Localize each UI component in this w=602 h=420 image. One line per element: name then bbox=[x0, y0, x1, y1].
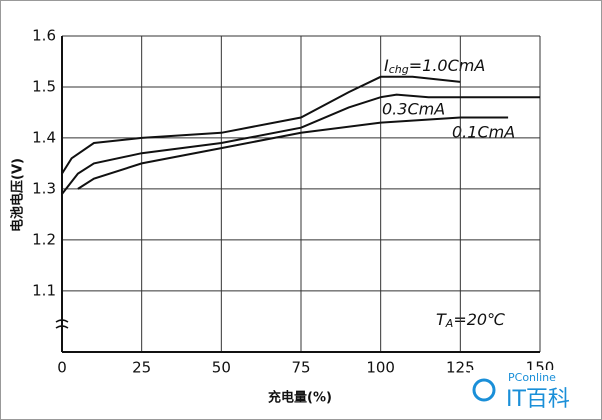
y-tick-label: 1.5 bbox=[32, 77, 56, 95]
annotation: 0.3CmA bbox=[382, 100, 445, 119]
y-tick-label: 1.1 bbox=[32, 281, 56, 299]
annotation: TA=20℃ bbox=[436, 310, 505, 331]
x-tick-label: 25 bbox=[132, 359, 151, 377]
y-tick-label: 1.6 bbox=[32, 27, 56, 45]
y-axis-label: 电池电压(V) bbox=[10, 158, 26, 232]
x-tick-label: 100 bbox=[366, 359, 395, 377]
y-tick-label: 1.3 bbox=[32, 179, 56, 197]
annotation-subscript: A bbox=[445, 317, 454, 330]
annotation: Ichg=1.0CmA bbox=[384, 56, 485, 77]
watermark-logo bbox=[472, 378, 496, 402]
x-tick-label: 50 bbox=[212, 359, 231, 377]
watermark-brand: PConline bbox=[508, 371, 556, 384]
y-tick-label: 1.4 bbox=[32, 128, 56, 146]
watermark-name: IT百科 bbox=[506, 387, 570, 412]
x-tick-label: 75 bbox=[291, 359, 310, 377]
series-line bbox=[61, 93, 540, 195]
y-tick-label: 1.2 bbox=[32, 230, 56, 248]
x-tick-label: 0 bbox=[57, 359, 67, 377]
annotation-symbol: T bbox=[436, 310, 447, 329]
annotation-text: =1.0CmA bbox=[409, 56, 486, 75]
x-axis-label: 充电量(%) bbox=[268, 390, 332, 406]
watermark-bg bbox=[470, 370, 598, 416]
series-line bbox=[61, 75, 461, 175]
axis-break bbox=[55, 319, 69, 329]
annotation: 0.1CmA bbox=[452, 123, 515, 142]
annotation-subscript: chg bbox=[389, 63, 409, 76]
annotation-text: =20℃ bbox=[453, 310, 505, 329]
series-line bbox=[77, 116, 509, 190]
x-tick-label: 125 bbox=[446, 359, 475, 377]
annotation-symbol: I bbox=[384, 56, 389, 75]
